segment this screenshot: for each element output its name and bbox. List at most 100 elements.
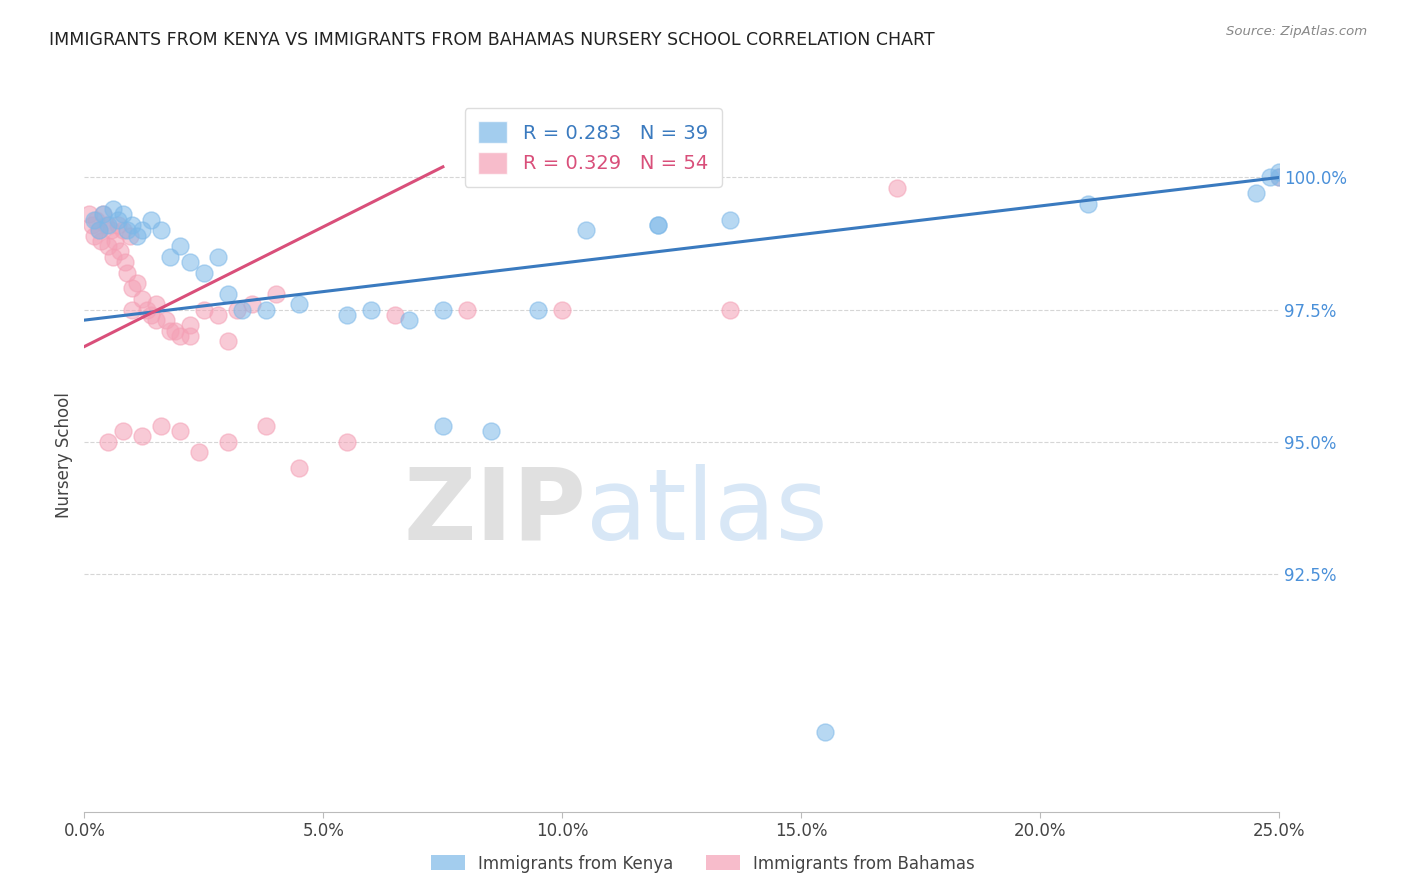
- Point: [398, 313, 420, 327]
- Point: [94, 218, 117, 232]
- Point: [336, 434, 359, 449]
- Point: [100, 223, 122, 237]
- Text: Source: ZipAtlas.com: Source: ZipAtlas.com: [1226, 25, 1367, 38]
- Point: [264, 286, 287, 301]
- Text: ZIP: ZIP: [404, 464, 586, 560]
- Point: [360, 302, 382, 317]
- Point: [169, 239, 191, 253]
- Point: [179, 255, 201, 269]
- Point: [141, 308, 163, 322]
- Point: [231, 302, 253, 317]
- Point: [117, 266, 139, 280]
- Point: [93, 207, 115, 221]
- Point: [384, 308, 406, 322]
- Point: [647, 218, 669, 232]
- Point: [107, 212, 129, 227]
- Point: [121, 281, 143, 295]
- Point: [93, 207, 115, 221]
- Point: [179, 329, 201, 343]
- Point: [456, 302, 478, 317]
- Point: [551, 302, 574, 317]
- Y-axis label: Nursery School: Nursery School: [55, 392, 73, 518]
- Point: [125, 276, 148, 290]
- Point: [131, 292, 153, 306]
- Point: [1244, 186, 1267, 201]
- Point: [121, 302, 143, 317]
- Point: [111, 223, 134, 237]
- Point: [125, 228, 148, 243]
- Point: [288, 297, 311, 311]
- Point: [83, 212, 105, 227]
- Point: [1268, 165, 1291, 179]
- Point: [97, 239, 120, 253]
- Point: [97, 218, 120, 232]
- Point: [193, 302, 215, 317]
- Point: [118, 228, 141, 243]
- Point: [432, 302, 454, 317]
- Point: [886, 181, 908, 195]
- Point: [149, 223, 172, 237]
- Point: [87, 223, 110, 237]
- Point: [240, 297, 263, 311]
- Point: [101, 202, 124, 216]
- Point: [217, 286, 239, 301]
- Point: [1268, 170, 1291, 185]
- Point: [77, 207, 100, 221]
- Point: [97, 434, 120, 449]
- Point: [1268, 170, 1291, 185]
- Point: [207, 250, 229, 264]
- Point: [111, 424, 134, 438]
- Point: [86, 212, 108, 227]
- Text: IMMIGRANTS FROM KENYA VS IMMIGRANTS FROM BAHAMAS NURSERY SCHOOL CORRELATION CHAR: IMMIGRANTS FROM KENYA VS IMMIGRANTS FROM…: [49, 31, 935, 49]
- Point: [217, 434, 239, 449]
- Point: [179, 318, 201, 333]
- Point: [145, 313, 167, 327]
- Point: [254, 418, 277, 433]
- Point: [111, 207, 134, 221]
- Point: [527, 302, 550, 317]
- Point: [479, 424, 502, 438]
- Point: [207, 308, 229, 322]
- Legend: Immigrants from Kenya, Immigrants from Bahamas: Immigrants from Kenya, Immigrants from B…: [425, 848, 981, 880]
- Point: [121, 218, 143, 232]
- Point: [80, 218, 103, 232]
- Point: [117, 223, 139, 237]
- Point: [718, 212, 741, 227]
- Point: [110, 244, 132, 259]
- Point: [169, 329, 191, 343]
- Point: [254, 302, 277, 317]
- Point: [114, 255, 136, 269]
- Point: [169, 424, 191, 438]
- Text: atlas: atlas: [586, 464, 828, 560]
- Point: [814, 725, 837, 739]
- Point: [193, 266, 215, 280]
- Point: [575, 223, 598, 237]
- Point: [647, 218, 669, 232]
- Point: [1258, 170, 1281, 185]
- Point: [217, 334, 239, 349]
- Point: [141, 212, 163, 227]
- Point: [165, 324, 187, 338]
- Point: [87, 223, 110, 237]
- Point: [1077, 197, 1099, 211]
- Point: [90, 234, 112, 248]
- Point: [336, 308, 359, 322]
- Point: [101, 250, 124, 264]
- Point: [135, 302, 157, 317]
- Point: [432, 418, 454, 433]
- Point: [718, 302, 741, 317]
- Point: [159, 250, 181, 264]
- Point: [288, 461, 311, 475]
- Point: [226, 302, 249, 317]
- Point: [107, 218, 129, 232]
- Point: [159, 324, 181, 338]
- Point: [104, 234, 127, 248]
- Legend: R = 0.283   N = 39, R = 0.329   N = 54: R = 0.283 N = 39, R = 0.329 N = 54: [464, 108, 721, 187]
- Point: [145, 297, 167, 311]
- Point: [83, 228, 105, 243]
- Point: [188, 445, 211, 459]
- Point: [131, 223, 153, 237]
- Point: [149, 418, 172, 433]
- Point: [155, 313, 177, 327]
- Point: [131, 429, 153, 443]
